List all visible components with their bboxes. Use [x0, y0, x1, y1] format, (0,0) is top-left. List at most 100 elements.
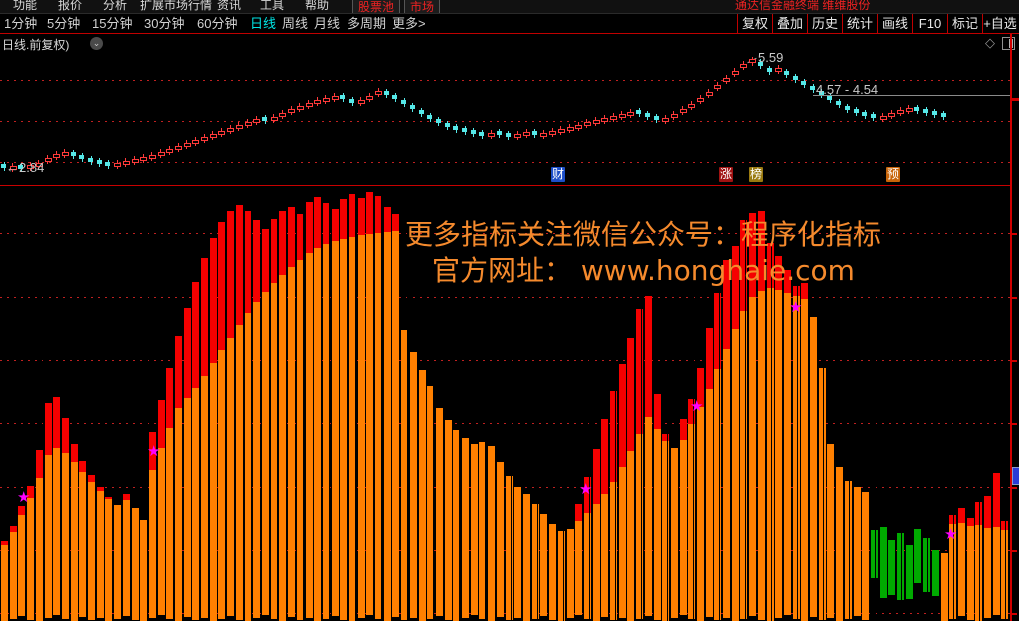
menu-item-2[interactable]: 报价: [58, 0, 83, 12]
tool-button-统计[interactable]: 统计: [842, 14, 877, 33]
chevron-down-icon[interactable]: ⌄: [90, 37, 103, 50]
indicator-bar-orange: [497, 462, 504, 617]
candle-body: [767, 68, 772, 72]
tool-button-画线[interactable]: 画线: [877, 14, 912, 33]
vertical-gridline: [589, 186, 590, 621]
indicator-bar-orange: [601, 494, 608, 617]
candle-body: [836, 101, 841, 105]
menu-item-6[interactable]: 工具: [260, 0, 285, 12]
indicator-bar-orange: [218, 350, 225, 619]
indicator-bar-orange: [419, 370, 426, 621]
candle-body: [245, 122, 252, 126]
buy-signal-star: ★: [789, 299, 803, 316]
candle-body: [601, 118, 608, 122]
indicator-bar-orange: [279, 275, 286, 621]
period-tab-15分钟[interactable]: 15分钟: [92, 16, 133, 31]
indicator-gridline-3: [0, 423, 1010, 424]
indicator-bar-orange: [10, 532, 17, 619]
vertical-gridline: [459, 186, 460, 621]
candle-body: [218, 131, 225, 135]
indicator-bar-orange: [123, 500, 130, 616]
vertical-gridline: [615, 186, 616, 621]
candle-body: [175, 146, 182, 150]
indicator-bar-orange: [210, 363, 217, 621]
indicator-bar-orange: [740, 311, 747, 619]
candle-body: [506, 133, 511, 137]
candle-body: [793, 76, 798, 80]
indicator-bar-orange: [392, 231, 399, 617]
period-tab-30分钟[interactable]: 30分钟: [144, 16, 185, 31]
candle-body: [27, 165, 34, 169]
indicator-bar-orange: [236, 325, 243, 620]
indicator-pane[interactable]: ★ ★ ★ ★ ★ ★: [0, 186, 1010, 621]
candle-body: [349, 99, 354, 103]
period-tab-60分钟[interactable]: 60分钟: [197, 16, 238, 31]
period-tab-日线[interactable]: 日线: [250, 16, 277, 31]
vertical-gridline: [277, 186, 278, 621]
menu-item-1[interactable]: 功能: [13, 0, 38, 12]
vertical-gridline: [693, 186, 694, 621]
indicator-bar-green: [888, 540, 895, 595]
diamond-marker-icon[interactable]: ◇: [985, 35, 995, 50]
event-badge-财[interactable]: 财: [551, 167, 565, 182]
low-price-annotation: ←2.84: [6, 160, 45, 175]
event-badge-预[interactable]: 预: [886, 167, 900, 182]
indicator-bar-orange: [1, 545, 8, 621]
vertical-gridline: [43, 186, 44, 621]
candle-body: [471, 130, 476, 134]
candle-body: [575, 125, 582, 129]
period-tab-月线[interactable]: 月线: [314, 16, 341, 31]
vertical-gridline: [225, 186, 226, 621]
tool-button-+自选[interactable]: +自选: [982, 14, 1017, 33]
candle-body: [149, 155, 156, 159]
price-pane[interactable]: [0, 43, 1010, 185]
candle-body: [210, 134, 217, 138]
indicator-bar-green: [923, 538, 930, 592]
scroll-marker-badge[interactable]: [1012, 467, 1019, 485]
candle-body: [227, 128, 234, 132]
candle-body: [271, 117, 278, 121]
menu-item-4[interactable]: 扩展市场行情: [140, 0, 213, 12]
indicator-bar-orange: [567, 529, 574, 618]
candle-body: [723, 78, 730, 82]
vertical-gridline: [199, 186, 200, 621]
event-badge-涨[interactable]: 涨: [719, 167, 733, 182]
app-title: 通达信金融终端 维维股份: [735, 0, 871, 12]
period-tab-5分钟[interactable]: 5分钟: [47, 16, 81, 31]
period-tab-周线[interactable]: 周线: [282, 16, 309, 31]
stock-pool-button[interactable]: 股票池: [352, 0, 401, 13]
menu-item-5[interactable]: 资讯: [217, 0, 242, 12]
tool-button-复权[interactable]: 复权: [737, 14, 772, 33]
candle-body: [932, 111, 937, 115]
tool-button-叠加[interactable]: 叠加: [772, 14, 807, 33]
indicator-bar-orange: [975, 525, 982, 621]
price-gridline-1: [0, 121, 1010, 122]
menu-item-3[interactable]: 分析: [103, 0, 128, 12]
candle-body: [488, 133, 495, 137]
indicator-bar-green: [906, 545, 913, 599]
menu-item-7[interactable]: 帮助: [305, 0, 330, 12]
period-tab-1分钟[interactable]: 1分钟: [4, 16, 38, 31]
period-tab-更多>[interactable]: 更多>: [392, 16, 426, 31]
candle-body: [323, 98, 330, 102]
indicator-bar-orange: [949, 524, 956, 619]
period-tab-多周期[interactable]: 多周期: [347, 16, 387, 31]
candle-body: [306, 103, 313, 107]
tool-button-F10[interactable]: F10: [912, 14, 947, 33]
indicator-gridline-5: [0, 550, 1010, 551]
candle-body: [645, 113, 650, 117]
indicator-bar-orange: [688, 424, 695, 619]
candle-body: [627, 112, 634, 116]
tool-button-历史[interactable]: 历史: [807, 14, 842, 33]
market-button[interactable]: 市场: [404, 0, 441, 13]
indicator-bar-orange: [297, 260, 304, 620]
indicator-bar-orange: [793, 296, 800, 619]
vertical-gridline: [69, 186, 70, 621]
indicator-bar-orange: [479, 442, 486, 619]
indicator-bar-orange: [836, 467, 843, 621]
axis-tick-0: [1011, 233, 1017, 235]
tool-button-标记[interactable]: 标记: [947, 14, 982, 33]
indicator-gridline-0: [0, 233, 1010, 234]
event-badge-榜[interactable]: 榜: [749, 167, 763, 182]
candle-body: [819, 91, 824, 95]
